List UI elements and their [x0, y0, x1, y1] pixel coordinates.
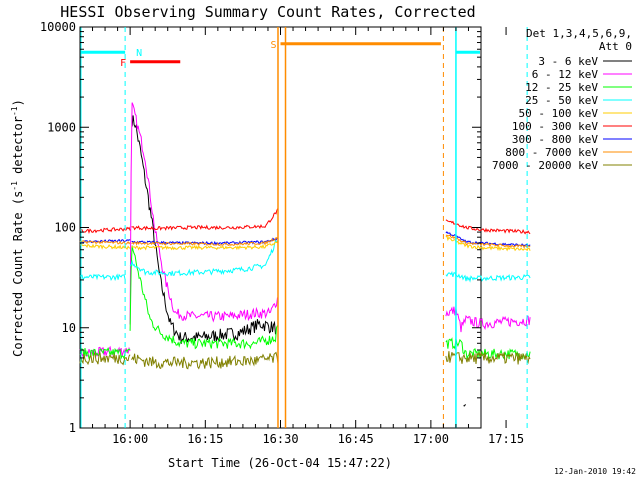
series-line — [79, 245, 531, 361]
legend-label: 3 - 6 keV — [538, 55, 598, 68]
legend-label: 300 - 800 keV — [512, 133, 598, 146]
timestamp: 12-Jan-2010 19:42 — [554, 467, 636, 476]
flag-label: S — [271, 40, 277, 51]
legend-title-line1: Det 1,3,4,5,6,9, — [526, 27, 632, 40]
series-line — [79, 239, 531, 283]
x-tick-label: 16:45 — [338, 432, 374, 446]
series-group — [79, 102, 531, 407]
legend-label: 50 - 100 keV — [519, 107, 599, 120]
series-line — [79, 351, 531, 370]
y-tick-label: 1 — [69, 421, 76, 435]
x-tick-label: 16:15 — [187, 432, 223, 446]
series-line — [79, 208, 531, 235]
legend-title-line2: Att 0 — [599, 40, 632, 53]
y-tick-label: 10000 — [40, 20, 76, 34]
plot-frame — [79, 26, 482, 429]
y-axis-label-end: ) — [11, 99, 25, 106]
y-tick-label: 100 — [54, 221, 76, 235]
flag-label: N — [136, 48, 142, 59]
series-line — [79, 234, 531, 249]
x-tick-label: 16:00 — [112, 432, 148, 446]
y-axis-label: Corrected Count Rate (s-1 detector-1) — [10, 99, 25, 357]
plot-area: NF S 16:00 16:15 16:30 16:45 17:00 17:15 1 10 10… — [40, 20, 531, 446]
x-axis-label: Start Time (26-Oct-04 15:47:22) — [168, 456, 392, 470]
y-axis-label-sup2: -1 — [10, 106, 19, 116]
chart-title: HESSI Observing Summary Count Rates, Cor… — [60, 3, 475, 21]
legend-label: 12 - 25 keV — [525, 81, 598, 94]
legend-label: 25 - 50 keV — [525, 94, 598, 107]
series-line — [79, 235, 531, 252]
x-ticks: 16:00 16:15 16:30 16:45 17:00 17:15 — [79, 27, 524, 446]
x-tick-label: 16:30 — [262, 432, 298, 446]
legend-label: 7000 - 20000 keV — [492, 159, 598, 172]
x-tick-label: 17:00 — [413, 432, 449, 446]
y-axis-label-main: Corrected Count Rate (s — [11, 191, 25, 357]
flag-label: F — [120, 58, 126, 69]
flag-group: NF S — [80, 27, 528, 428]
y-axis-label-sup1: -1 — [10, 181, 19, 191]
series-line — [79, 102, 531, 358]
legend-label: 6 - 12 keV — [532, 68, 599, 81]
x-tick-label: 17:15 — [488, 432, 524, 446]
y-tick-label: 1000 — [47, 120, 76, 134]
legend-label: 100 - 300 keV — [512, 120, 598, 133]
y-tick-label: 10 — [62, 321, 76, 335]
legend-label: 800 - 7000 keV — [505, 146, 598, 159]
y-axis-label-mid: detector — [11, 116, 25, 181]
y-ticks: 1 10 100 1000 10000 — [40, 20, 481, 435]
